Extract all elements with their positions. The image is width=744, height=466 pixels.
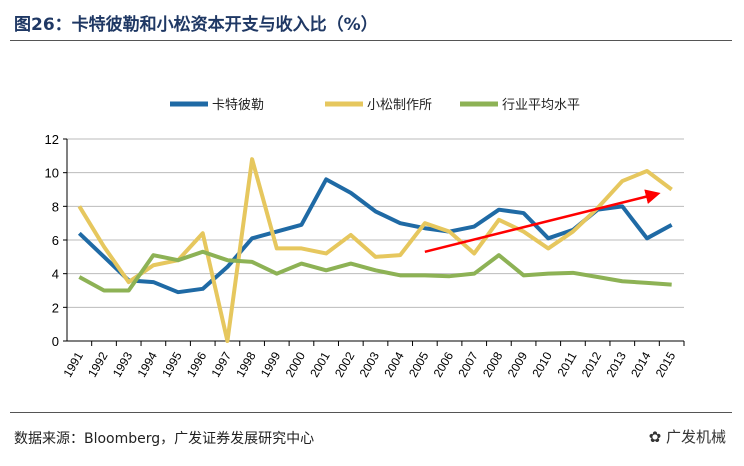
y-tick-label: 2	[52, 300, 59, 315]
wechat-icon: ✿	[648, 428, 666, 446]
y-tick-label: 12	[45, 132, 59, 147]
y-tick-label: 4	[52, 267, 59, 282]
x-tick-label: 1992	[85, 349, 111, 379]
legend-label: 行业平均水平	[502, 98, 580, 113]
x-tick-label: 1997	[209, 349, 235, 379]
x-tick-label: 2007	[455, 349, 481, 379]
x-tick-label: 2015	[653, 349, 679, 379]
y-tick-label: 0	[52, 334, 59, 349]
trend-arrow	[424, 189, 661, 253]
series-line-1	[77, 157, 673, 343]
x-tick-label: 2000	[283, 349, 309, 379]
y-tick-label: 10	[45, 166, 59, 181]
x-tick-label: 2013	[603, 349, 629, 379]
series-line-2	[78, 249, 672, 293]
x-tick-label: 2004	[381, 349, 407, 379]
bottom-divider	[10, 412, 732, 413]
x-tick-label: 1995	[159, 349, 185, 379]
x-tick-label: 2009	[505, 349, 531, 379]
x-tick-label: 1999	[258, 349, 284, 379]
logo: ✿ 广发机械	[649, 426, 726, 447]
top-divider	[10, 40, 732, 41]
y-tick-label: 8	[52, 199, 59, 214]
legend-label: 小松制作所	[367, 98, 432, 113]
x-tick-label: 2001	[307, 349, 333, 379]
figure-title: 图26：卡特彼勒和小松资本开支与收入比（%）	[14, 15, 378, 35]
x-tick-label: 1994	[135, 349, 161, 379]
x-tick-label: 2006	[431, 349, 457, 379]
x-tick-label: 1991	[60, 349, 86, 379]
x-tick-label: 2003	[357, 349, 383, 379]
x-tick-label: 1996	[184, 349, 210, 379]
x-tick-label: 2005	[406, 349, 432, 379]
logo-text: 广发机械	[665, 428, 726, 446]
x-tick-label: 1993	[110, 349, 136, 379]
x-tick-label: 1998	[233, 349, 259, 379]
x-tick-label: 2010	[529, 349, 555, 379]
x-tick-label: 2012	[579, 349, 605, 379]
legend-label: 卡特彼勒	[212, 98, 264, 113]
y-tick-label: 6	[52, 233, 59, 248]
x-tick-label: 2008	[480, 349, 506, 379]
x-tick-label: 2011	[555, 349, 580, 379]
x-tick-label: 2014	[628, 349, 654, 379]
x-tick-label: 2002	[332, 349, 358, 379]
source-note: 数据来源：Bloomberg，广发证券发展研究中心	[14, 431, 315, 447]
